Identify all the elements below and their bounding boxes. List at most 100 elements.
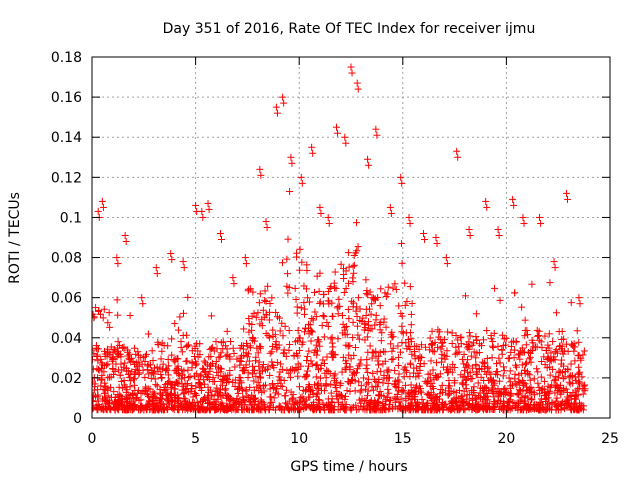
data-point-background <box>329 343 337 351</box>
data-point-background <box>363 380 371 388</box>
data-point-background <box>384 385 392 393</box>
data-point-background <box>407 381 415 389</box>
data-point-background <box>148 368 156 376</box>
data-point-background <box>93 406 101 414</box>
data-point-background <box>213 368 221 376</box>
data-point-background <box>338 312 346 320</box>
plot-frame <box>91 56 611 419</box>
data-point-background <box>270 384 278 392</box>
data-point-background <box>363 361 371 369</box>
data-point-background <box>267 393 275 401</box>
data-point-background <box>115 351 123 359</box>
data-point-background <box>174 355 182 363</box>
data-point-background <box>368 383 376 391</box>
data-point-background <box>389 344 397 352</box>
data-point-background <box>342 284 350 292</box>
data-point-background <box>412 406 420 414</box>
data-point-background <box>518 361 526 369</box>
data-point-background <box>193 360 201 368</box>
data-point-background <box>327 335 335 343</box>
data-point-background <box>465 329 473 337</box>
data-point-background <box>566 404 574 412</box>
data-point-background <box>466 332 474 340</box>
data-point-background <box>544 341 552 349</box>
data-point-background <box>256 290 264 298</box>
data-point-background <box>398 259 406 267</box>
data-point-background <box>250 398 258 406</box>
data-point-background <box>407 335 415 343</box>
data-point <box>114 260 122 268</box>
data-point <box>216 229 224 237</box>
data-point-background <box>314 381 322 389</box>
data-point-background <box>560 335 568 343</box>
data-point-background <box>578 373 586 381</box>
data-point-background <box>444 328 452 336</box>
data-point-background <box>105 403 113 411</box>
data-point-background <box>438 381 446 389</box>
data-point-background <box>391 394 399 402</box>
data-point-background <box>499 372 507 380</box>
data-point-background <box>249 335 257 343</box>
data-point-background <box>159 360 167 368</box>
data-point-background <box>180 367 188 375</box>
data-point-background <box>252 353 260 361</box>
data-point-background <box>486 375 494 383</box>
data-point-background <box>540 392 548 400</box>
data-point-background <box>104 399 112 407</box>
data-point-background <box>500 363 508 371</box>
data-point-background <box>333 304 341 312</box>
data-point-background <box>513 390 521 398</box>
data-point-background <box>251 366 259 374</box>
data-point-background <box>577 356 585 364</box>
data-point-background <box>286 188 294 196</box>
data-point-background <box>521 366 529 374</box>
data-point-background <box>303 356 311 364</box>
data-point-background <box>435 404 443 412</box>
data-point-background <box>101 350 109 358</box>
data-point-background <box>363 287 371 295</box>
data-point-background <box>526 389 534 397</box>
data-point-background <box>105 309 113 317</box>
data-point-background <box>345 378 353 386</box>
data-point-background <box>559 375 567 383</box>
data-point-background <box>398 240 406 248</box>
data-point-background <box>538 358 546 366</box>
data-point <box>308 143 316 151</box>
data-point-background <box>97 382 105 390</box>
data-point-background <box>258 388 266 396</box>
data-point-background <box>438 350 446 358</box>
data-point-background <box>168 351 176 359</box>
data-point-background <box>406 373 414 381</box>
data-point-background <box>430 348 438 356</box>
data-point-background <box>495 393 503 401</box>
data-point-background <box>545 390 553 398</box>
data-point-background <box>528 280 536 288</box>
data-point-background <box>191 389 199 397</box>
data-point-background <box>107 343 115 351</box>
data-point-background <box>522 341 530 349</box>
data-point-background <box>572 387 580 395</box>
data-point-background <box>217 401 225 409</box>
data-point-background <box>487 405 495 413</box>
data-point-background <box>565 400 573 408</box>
data-point-background <box>473 336 481 344</box>
data-point-background <box>313 389 321 397</box>
data-point-background <box>498 389 506 397</box>
data-point-background <box>522 383 530 391</box>
data-point-background <box>150 405 158 413</box>
data-point-background <box>511 289 519 297</box>
data-point-background <box>575 363 583 371</box>
data-point-background <box>389 403 397 411</box>
data-point <box>279 93 287 101</box>
data-point <box>551 264 559 272</box>
data-point-background <box>524 400 532 408</box>
data-point-background <box>470 348 478 356</box>
data-point-background <box>441 355 449 363</box>
data-point-background <box>429 347 437 355</box>
data-point-background <box>169 404 177 412</box>
data-point-background <box>156 364 164 372</box>
data-point-background <box>339 404 347 412</box>
data-point-background <box>466 369 474 377</box>
data-point-background <box>272 308 280 316</box>
data-point-background <box>301 328 309 336</box>
